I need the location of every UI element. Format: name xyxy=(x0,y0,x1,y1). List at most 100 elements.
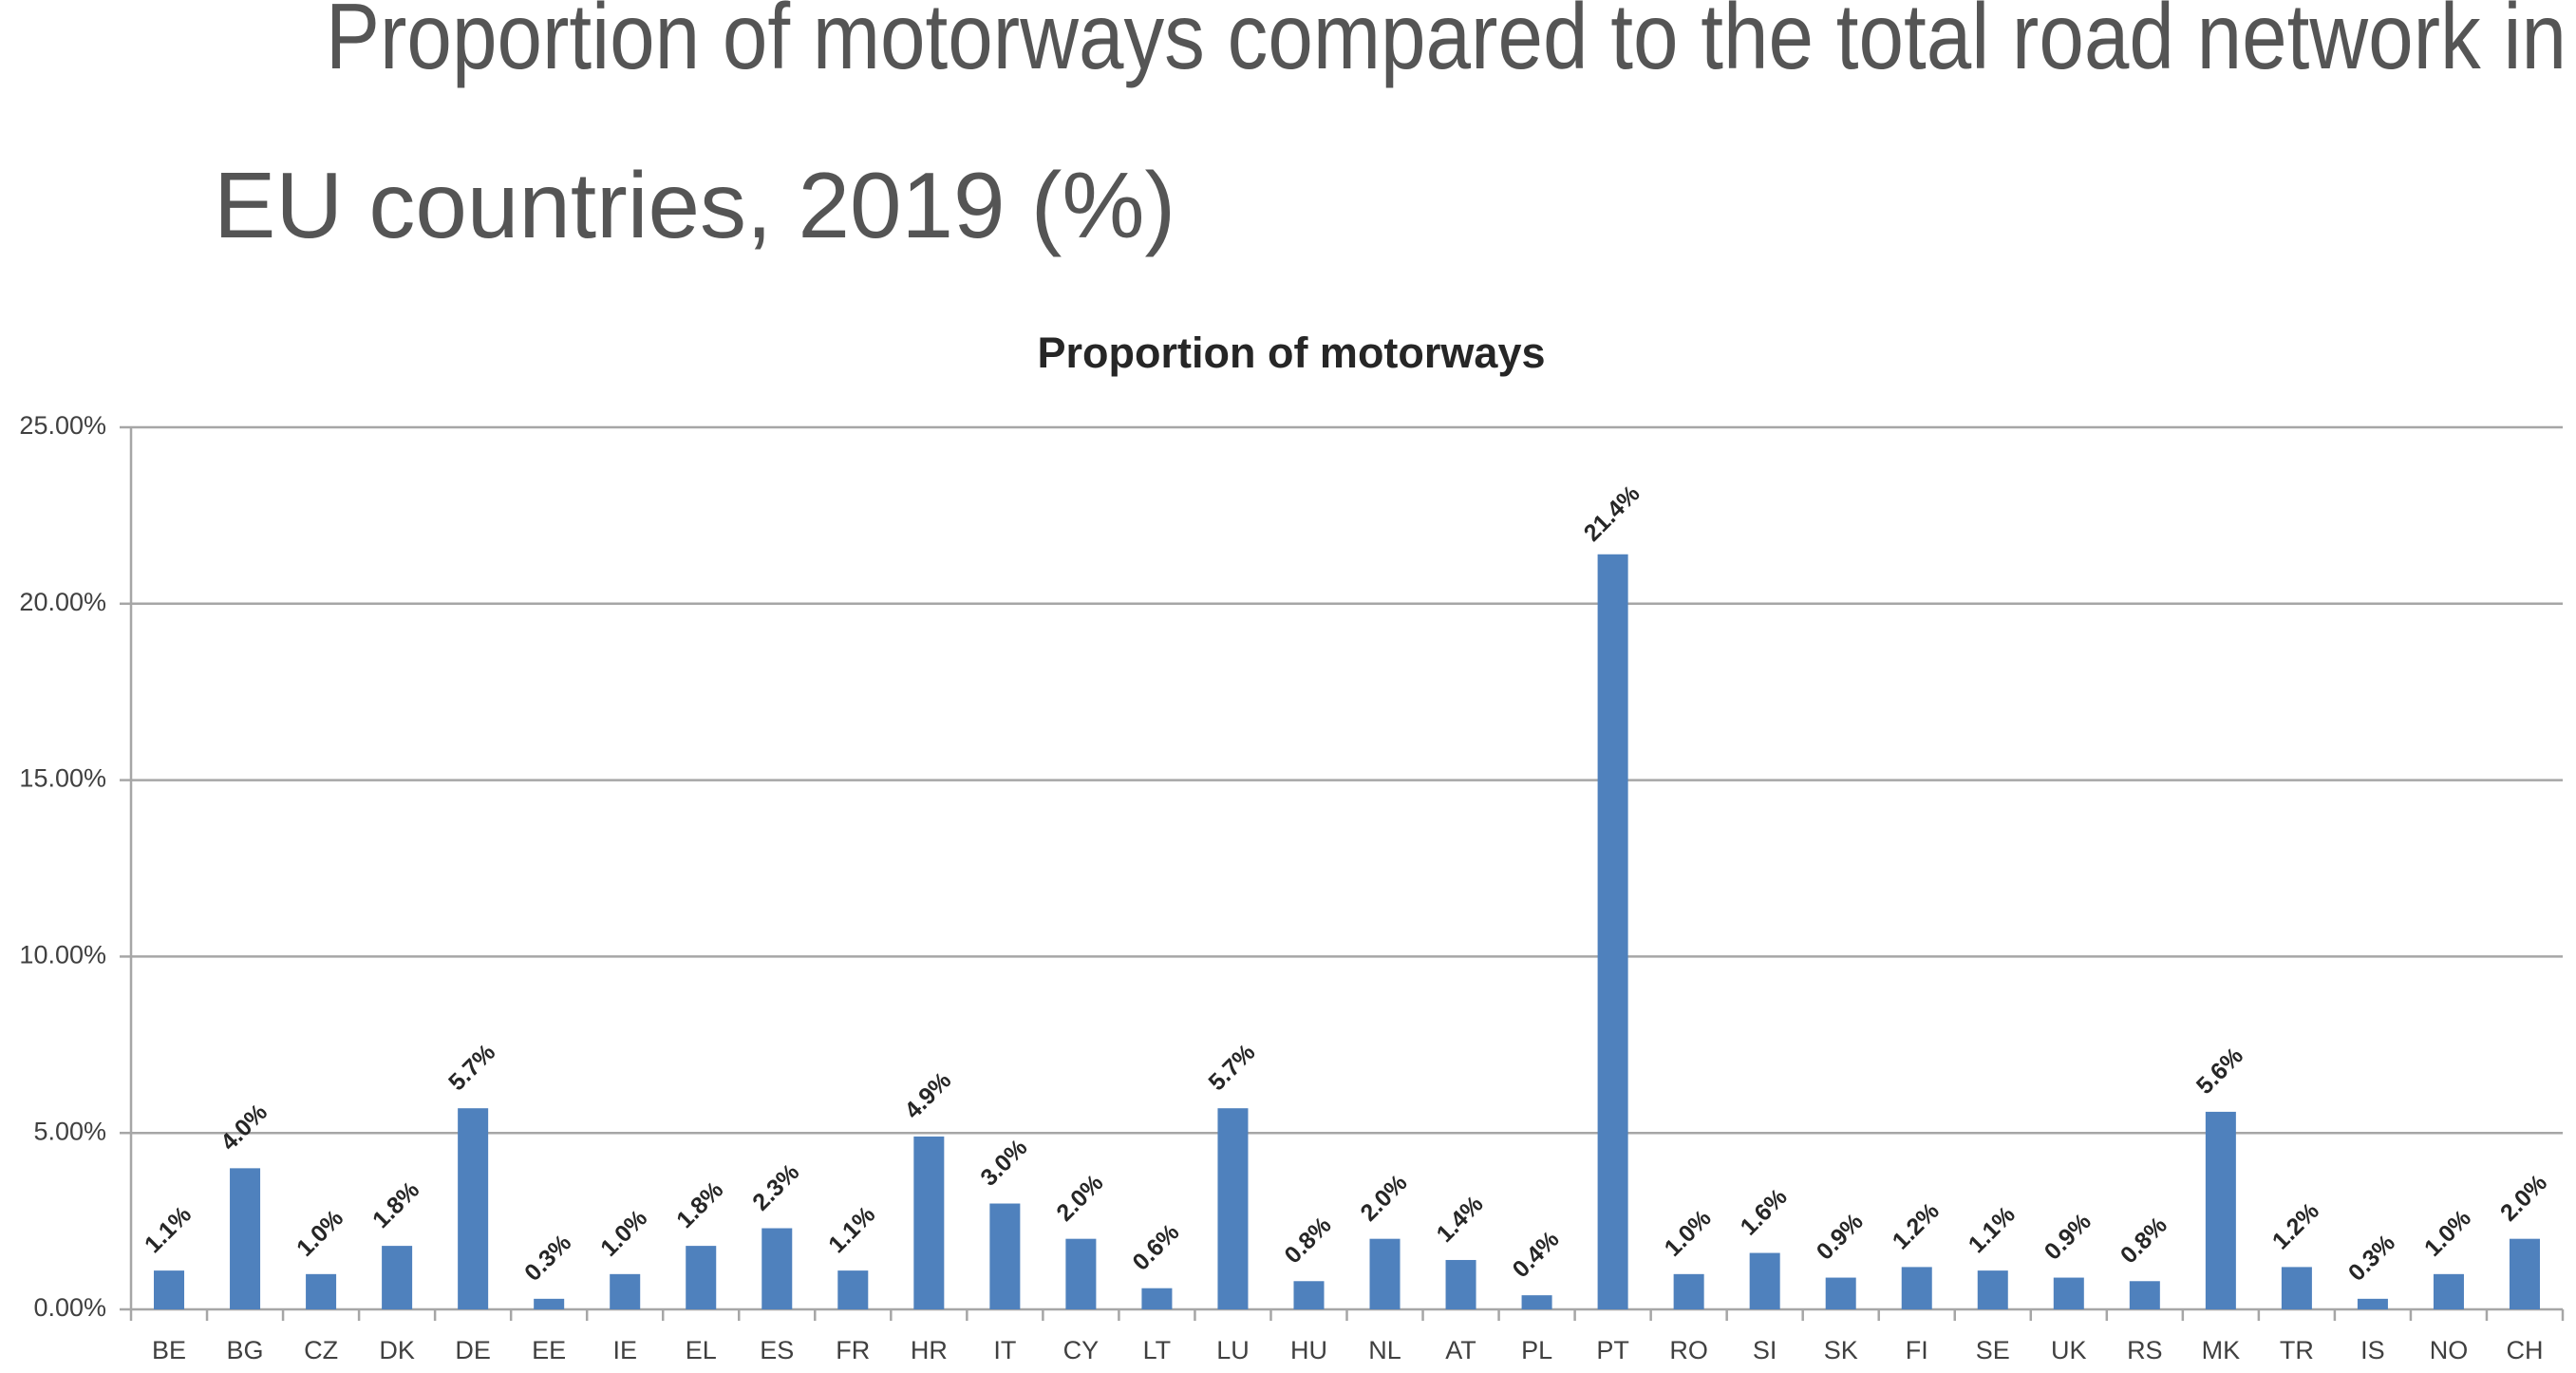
chart-title: Proportion of motorways xyxy=(1037,329,1545,377)
bar xyxy=(534,1298,565,1309)
x-tick-label: SE xyxy=(1976,1336,2010,1364)
data-label: 2.3% xyxy=(747,1159,804,1216)
bar xyxy=(610,1273,641,1309)
y-tick-label: 15.00% xyxy=(19,764,106,793)
bar xyxy=(1901,1267,1932,1309)
x-tick-label: BG xyxy=(227,1336,264,1364)
x-tick-label: LU xyxy=(1216,1336,1250,1364)
data-label: 5.6% xyxy=(2191,1043,2248,1100)
data-label: 1.0% xyxy=(2419,1205,2476,1262)
data-label: 1.2% xyxy=(1888,1197,1945,1254)
bar xyxy=(2357,1298,2388,1309)
bar xyxy=(1217,1108,1249,1309)
bar xyxy=(686,1246,717,1309)
x-tick-label: BE xyxy=(152,1336,186,1364)
y-tick-label: 5.00% xyxy=(33,1117,106,1145)
bar xyxy=(762,1228,793,1309)
data-label: 5.7% xyxy=(1203,1039,1260,1096)
bar xyxy=(989,1203,1021,1309)
bar xyxy=(230,1168,261,1309)
bar xyxy=(2433,1273,2464,1309)
data-label: 2.0% xyxy=(1355,1170,1412,1227)
x-tick-label: SI xyxy=(1753,1336,1777,1364)
x-tick-label: FR xyxy=(836,1336,870,1364)
x-tick-label: CY xyxy=(1063,1336,1100,1364)
bar xyxy=(1825,1277,1856,1309)
x-tick-label: MK xyxy=(2202,1336,2241,1364)
x-tick-label: PL xyxy=(1521,1336,1552,1364)
data-label: 4.9% xyxy=(899,1067,956,1124)
x-tick-label: CH xyxy=(2506,1336,2543,1364)
x-tick-label: HU xyxy=(1290,1336,1327,1364)
data-label: 0.8% xyxy=(1279,1212,1336,1269)
x-tick-label: PT xyxy=(1596,1336,1629,1364)
data-label: 1.8% xyxy=(367,1176,424,1233)
x-tick-label: NL xyxy=(1368,1336,1401,1364)
x-tick-label: TR xyxy=(2280,1336,2314,1364)
data-label: 1.1% xyxy=(1964,1201,2021,1258)
data-label: 0.6% xyxy=(1127,1219,1184,1276)
data-label: 0.9% xyxy=(1812,1209,1869,1266)
x-tick-label: FI xyxy=(1906,1336,1928,1364)
data-label: 1.8% xyxy=(671,1176,728,1233)
data-label: 2.0% xyxy=(2495,1170,2552,1227)
x-tick-label: EL xyxy=(686,1336,717,1364)
page-title-line: EU countries, 2019 (%) xyxy=(214,153,1175,257)
bar xyxy=(1445,1259,1476,1309)
bar xyxy=(1369,1238,1401,1309)
data-label: 1.1% xyxy=(140,1201,197,1258)
bar xyxy=(306,1273,337,1309)
bar xyxy=(913,1136,945,1309)
x-tick-label: IS xyxy=(2360,1336,2385,1364)
bar xyxy=(1977,1270,2008,1309)
x-tick-label: EE xyxy=(532,1336,566,1364)
x-tick-label: DE xyxy=(455,1336,491,1364)
x-tick-label: UK xyxy=(2051,1336,2087,1364)
bar xyxy=(1597,554,1628,1309)
x-tick-label: SK xyxy=(1824,1336,1858,1364)
bar xyxy=(2053,1277,2084,1309)
data-label: 1.0% xyxy=(595,1205,652,1262)
x-tick-label: AT xyxy=(1445,1336,1476,1364)
bar xyxy=(2509,1238,2540,1309)
data-label: 1.2% xyxy=(2267,1197,2324,1254)
y-tick-label: 0.00% xyxy=(33,1293,106,1322)
bar xyxy=(837,1270,869,1309)
bar xyxy=(458,1108,489,1309)
page-title-line: Proportion of motorways compared to the … xyxy=(326,0,2567,88)
y-tick-label: 20.00% xyxy=(19,588,106,616)
x-tick-label: ES xyxy=(760,1336,794,1364)
x-tick-label: IT xyxy=(993,1336,1016,1364)
bar xyxy=(1673,1273,1704,1309)
x-tick-label: DK xyxy=(379,1336,415,1364)
x-tick-label: RO xyxy=(1669,1336,1708,1364)
data-label: 1.4% xyxy=(1432,1191,1489,1248)
y-tick-label: 10.00% xyxy=(19,941,106,969)
bar xyxy=(382,1246,413,1309)
data-label: 1.1% xyxy=(823,1201,880,1258)
data-label: 0.8% xyxy=(2115,1212,2172,1269)
data-label: 1.0% xyxy=(291,1205,348,1262)
bar xyxy=(2129,1281,2160,1309)
x-tick-label: CZ xyxy=(304,1336,338,1364)
bar xyxy=(1141,1288,1173,1309)
bar xyxy=(154,1270,185,1309)
bar xyxy=(1065,1238,1097,1309)
data-label: 1.0% xyxy=(1660,1205,1717,1262)
data-label: 0.4% xyxy=(1508,1226,1565,1283)
data-label: 5.7% xyxy=(443,1039,500,1096)
data-label: 0.3% xyxy=(2343,1230,2400,1287)
y-tick-label: 25.00% xyxy=(19,411,106,440)
x-tick-label: RS xyxy=(2127,1336,2163,1364)
bar xyxy=(2281,1267,2312,1309)
data-label: 3.0% xyxy=(975,1134,1032,1191)
data-label: 21.4% xyxy=(1579,480,1645,547)
x-tick-label: HR xyxy=(911,1336,948,1364)
data-label: 1.6% xyxy=(1736,1184,1793,1241)
bar xyxy=(1293,1281,1325,1309)
data-label: 2.0% xyxy=(1051,1170,1108,1227)
bar xyxy=(1521,1295,1552,1309)
x-tick-label: IE xyxy=(612,1336,637,1364)
